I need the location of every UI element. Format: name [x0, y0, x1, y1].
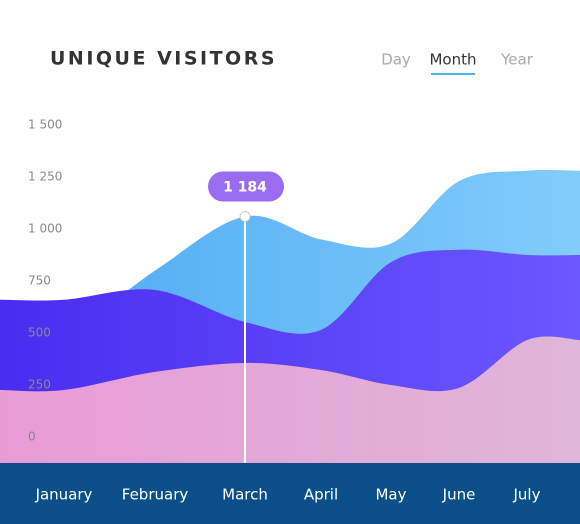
tooltip-text: 1 184: [223, 180, 267, 196]
y-tick-label: 500: [28, 326, 51, 340]
area: [0, 336, 580, 463]
marker-dot: [239, 211, 251, 223]
y-tick-label: 250: [28, 378, 51, 392]
y-tick-label: 1 500: [28, 118, 62, 132]
tab[interactable]: Month: [429, 51, 476, 69]
tab[interactable]: Year: [500, 51, 534, 69]
y-tick-label: 1 250: [28, 170, 62, 184]
x-tick-label: July: [513, 486, 541, 504]
tooltip: [208, 171, 284, 202]
x-tick-label: February: [122, 486, 189, 504]
areas: [0, 169, 580, 463]
y-tick-label: 1 000: [28, 222, 62, 236]
y-tick-label: 750: [28, 274, 51, 288]
x-tick-label: June: [442, 486, 476, 504]
chart-title: UNIQUE VISITORS: [50, 48, 277, 70]
tab[interactable]: Day: [381, 51, 411, 69]
x-axis-bar: [0, 463, 580, 524]
x-tick-label: March: [222, 486, 268, 504]
x-tick-label: January: [35, 486, 93, 504]
y-tick-label: 0: [28, 430, 36, 444]
x-tick-label: April: [304, 486, 338, 504]
x-tick-label: May: [375, 486, 406, 504]
